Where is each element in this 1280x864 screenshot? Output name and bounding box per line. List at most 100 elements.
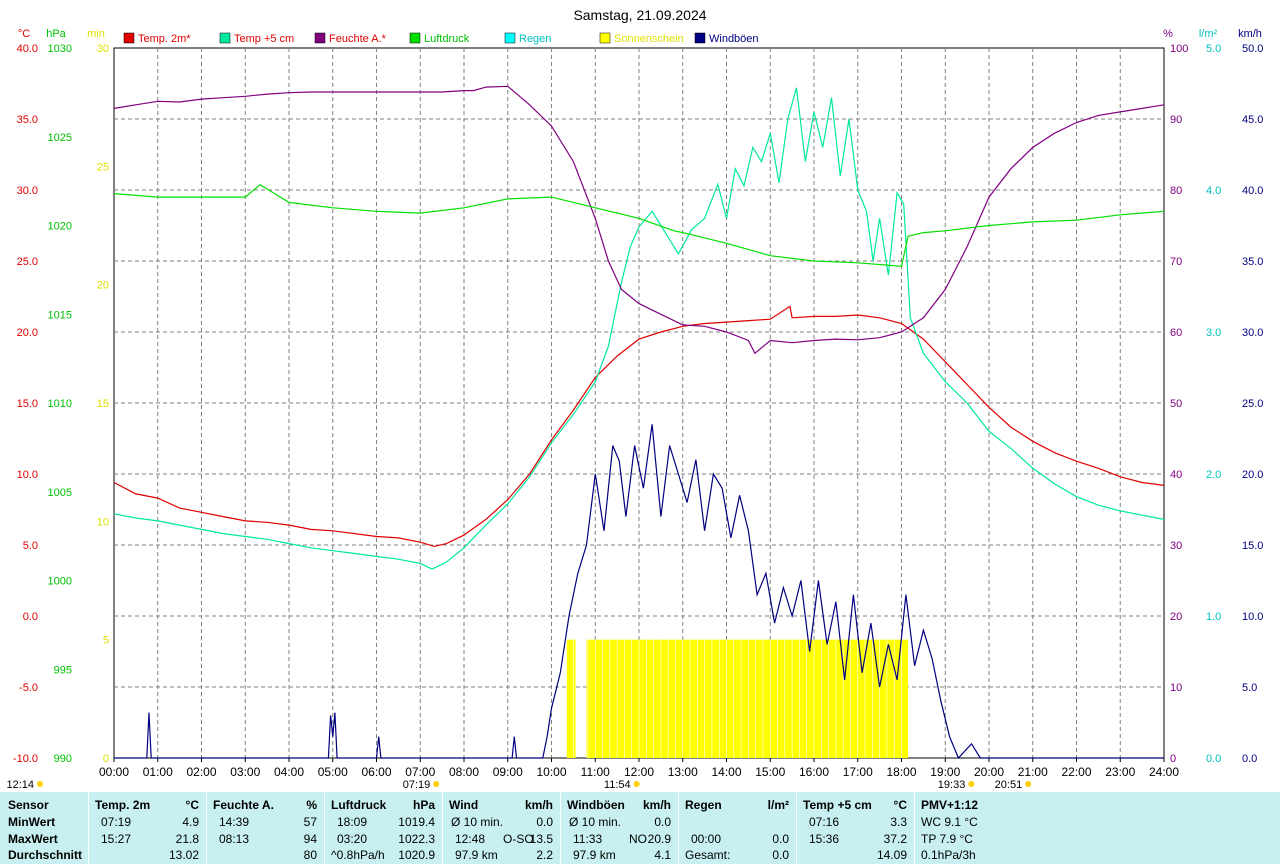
gust-unit: km/h xyxy=(642,798,671,812)
bottom-mark-label: 12:14 xyxy=(6,779,34,791)
bottom-mark-label: 19:33 xyxy=(938,779,966,791)
x-tick-label: 07:00 xyxy=(405,765,435,779)
sun-axis-tick: 15 xyxy=(97,398,109,410)
x-tick-label: 10:00 xyxy=(536,765,566,779)
x-tick-label: 19:00 xyxy=(930,765,960,779)
pmv-dewpoint: TP 7.9 °C xyxy=(921,832,973,846)
humidity-axis-tick: 40 xyxy=(1170,469,1182,481)
wind-axis-tick: 0.0 xyxy=(1242,753,1257,765)
humidity-unit-label: % xyxy=(1163,28,1173,40)
sun-marker-icon xyxy=(968,781,975,787)
temp2m-max-time: 15:27 xyxy=(101,832,132,846)
sunshine-bars xyxy=(566,639,909,758)
wind-axis-tick: 45.0 xyxy=(1242,114,1263,126)
humidity-axis-tick: 70 xyxy=(1170,256,1182,268)
legend-label: Sonnenschein xyxy=(614,33,684,45)
rain-axis-tick: 5.0 xyxy=(1206,43,1221,55)
stats-table: Sensor MinWert MaxWert Durchschnitt Temp… xyxy=(0,792,1280,864)
wind-axis-tick: 10.0 xyxy=(1242,611,1263,623)
rain-total-label: Gesamt: xyxy=(685,848,731,862)
gust-max-time: 11:33 xyxy=(573,832,603,846)
humidity-axis-tick: 80 xyxy=(1170,185,1182,197)
rain-unit-label: l/m² xyxy=(1199,28,1218,40)
x-tick-label: 18:00 xyxy=(886,765,916,779)
hum-max-value: 94 xyxy=(303,832,317,846)
rain-axis-tick: 4.0 xyxy=(1206,185,1221,197)
temp-axis-tick: 40.0 xyxy=(17,43,38,55)
stats-temp5cm: Temp +5 cm °C 07:16 3.3 15:36 37.2 14.09 xyxy=(796,792,915,864)
hum-min-value: 57 xyxy=(303,815,317,829)
series-windb-en xyxy=(114,424,1164,760)
sun-marker-icon xyxy=(633,781,640,787)
gust-avg: 4.1 xyxy=(654,848,671,862)
pressure-axis-tick: 1020 xyxy=(48,221,72,233)
wind-unit: km/h xyxy=(524,798,553,812)
x-tick-label: 11:00 xyxy=(581,765,610,779)
press-min-time: 18:09 xyxy=(337,815,368,829)
temp-axis-tick: -5.0 xyxy=(19,682,38,694)
legend-swatch xyxy=(694,32,706,44)
x-tick-label: 20:00 xyxy=(974,765,1004,779)
wind-min-label: Ø 10 min. xyxy=(451,815,504,829)
rain-max-time: 00:00 xyxy=(691,832,722,846)
x-tick-label: 23:00 xyxy=(1105,765,1135,779)
sun-axis-tick: 30 xyxy=(97,43,109,55)
x-tick-label: 24:00 xyxy=(1149,765,1179,779)
series-lines xyxy=(113,85,1165,760)
rain-total: 0.0 xyxy=(772,848,789,862)
temp2m-unit: °C xyxy=(185,798,199,812)
press-max-time: 03:20 xyxy=(337,832,368,846)
sun-marker-icon xyxy=(1025,781,1032,787)
x-tick-label: 12:00 xyxy=(624,765,654,779)
x-tick-label: 04:00 xyxy=(274,765,304,779)
temp-axis-tick: 10.0 xyxy=(17,469,38,481)
legend-swatch xyxy=(409,32,421,44)
x-tick-label: 21:00 xyxy=(1018,765,1048,779)
wind-max-direction: O-SO xyxy=(503,832,534,846)
wind-axis-tick: 5.0 xyxy=(1242,682,1257,694)
x-tick-label: 22:00 xyxy=(1061,765,1091,779)
stats-pmv: PMV+1:12 WC 9.1 °C TP 7.9 °C 0.1hPa/3h xyxy=(914,792,1280,864)
legend-swatch xyxy=(123,32,135,44)
wind-max-value: 13.5 xyxy=(529,832,553,846)
chart-title: Samstag, 21.09.2024 xyxy=(573,7,706,23)
wind-axis-tick: 20.0 xyxy=(1242,469,1263,481)
x-tick-label: 03:00 xyxy=(230,765,260,779)
humidity-axis-tick: 20 xyxy=(1170,611,1182,623)
row-label-avg: Durchschnitt xyxy=(8,848,83,862)
x-tick-label: 13:00 xyxy=(668,765,698,779)
row-label-min: MinWert xyxy=(8,815,56,829)
legend: Temp. 2m* Temp +5 cm Feuchte A.* Luftdruck R… xyxy=(123,32,759,45)
stats-wind: Wind km/h Ø 10 min. 0.0 12:48 O-SO 13.5 … xyxy=(442,792,561,864)
series-luftdruck xyxy=(113,183,1165,267)
hum-unit: % xyxy=(306,798,317,812)
humidity-axis-tick: 50 xyxy=(1170,398,1182,410)
temp2m-header: Temp. 2m xyxy=(95,798,151,812)
weather-chart: 40.0 35.0 30.0 25.0 20.0 15.0 10.0 5.0 0.0 -5.0 -1… xyxy=(6,7,1263,791)
sunshine-bar xyxy=(566,639,576,758)
sun-unit-label: min xyxy=(87,28,105,40)
pressure-axis-tick: 1025 xyxy=(48,132,72,144)
temp-axis-tick: 5.0 xyxy=(23,540,38,552)
series-temp-5-cm xyxy=(113,87,1165,570)
humidity-axis-tick: 100 xyxy=(1170,43,1188,55)
bottom-mark-label: 07:19 xyxy=(403,779,431,791)
legend-label: Windböen xyxy=(709,33,759,45)
temp2m-max-value: 21.8 xyxy=(175,832,199,846)
legend-label: Temp. 2m* xyxy=(138,33,191,45)
pressure-axis-tick: 1015 xyxy=(48,309,72,321)
stats-pressure: Luftdruck hPa 18:09 1019.4 03:20 1022.3 … xyxy=(324,792,443,864)
temp2m-min-value: 4.9 xyxy=(182,815,199,829)
legend-swatch xyxy=(599,32,611,44)
x-tick-label: 17:00 xyxy=(843,765,873,779)
rain-header: Regen xyxy=(685,798,722,812)
pressure-axis-tick: 1010 xyxy=(48,398,72,410)
rain-axis-tick: 3.0 xyxy=(1206,327,1221,339)
humidity-axis-tick: 60 xyxy=(1170,327,1182,339)
rain-max-value: 0.0 xyxy=(772,832,789,846)
sun-marker-icon xyxy=(37,781,43,787)
wind-axis-tick: 15.0 xyxy=(1242,540,1263,552)
gust-min-label: Ø 10 min. xyxy=(569,815,622,829)
hum-max-time: 08:13 xyxy=(219,832,250,846)
temp-axis-tick: 0.0 xyxy=(23,611,38,623)
